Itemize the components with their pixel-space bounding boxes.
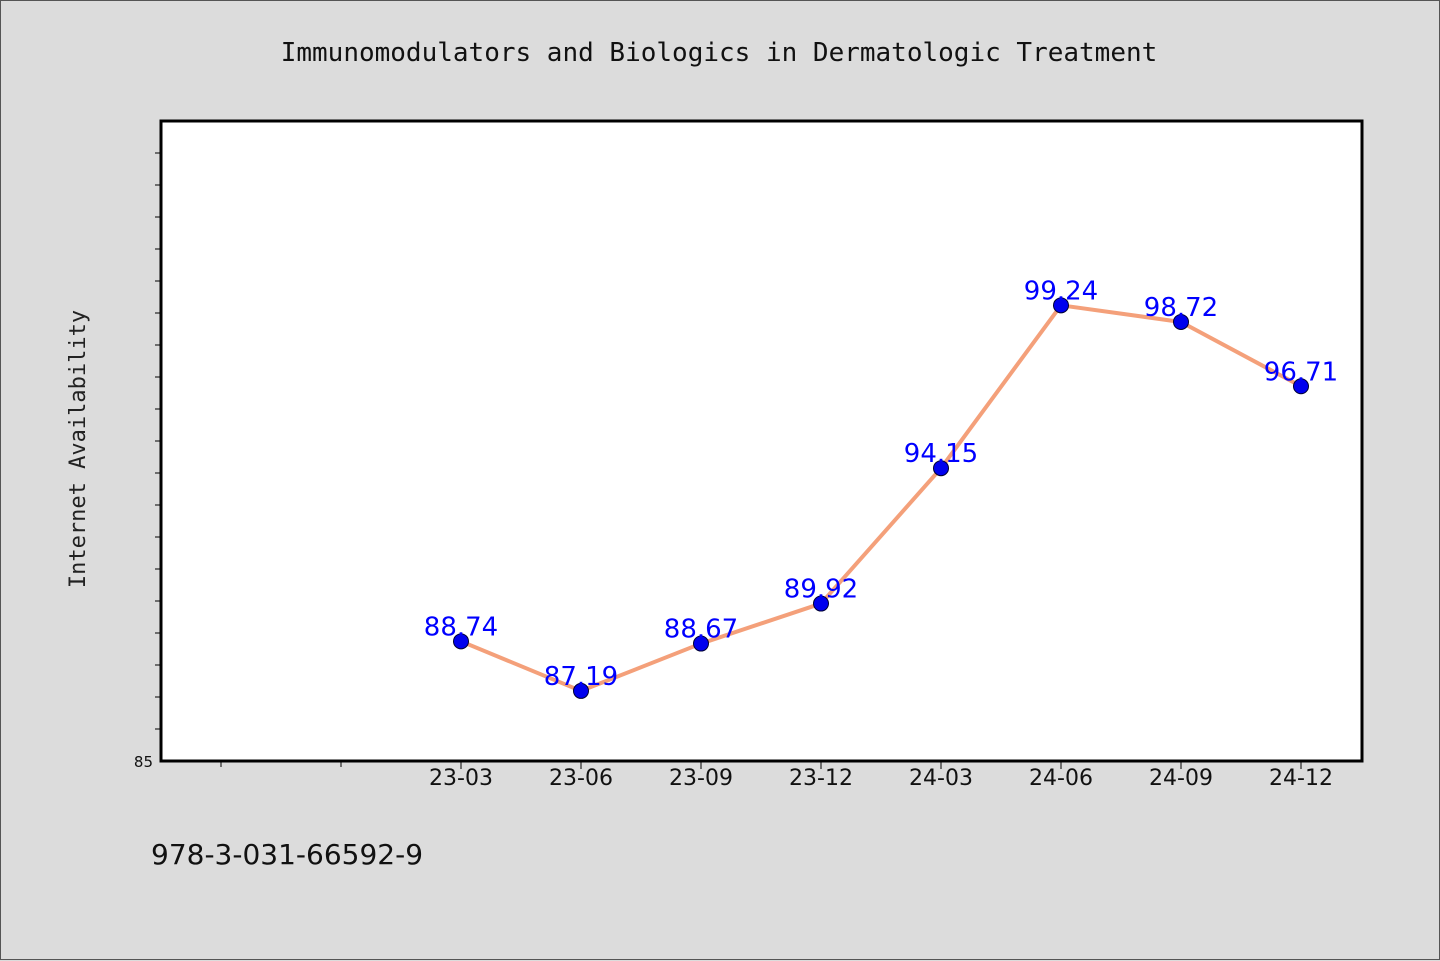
plot-area bbox=[159, 119, 1364, 763]
data-point bbox=[813, 595, 829, 612]
data-label: 88.67 bbox=[664, 615, 738, 645]
data-point bbox=[933, 460, 949, 477]
data-point bbox=[573, 682, 589, 699]
x-tick-label: 23-09 bbox=[669, 766, 733, 791]
x-tick-label: 24-09 bbox=[1149, 766, 1213, 791]
y-axis-label: Internet Availability bbox=[66, 310, 91, 588]
data-point bbox=[453, 633, 469, 650]
data-point bbox=[693, 635, 709, 652]
data-point bbox=[1293, 378, 1309, 395]
x-tick-label: 24-12 bbox=[1269, 766, 1333, 791]
axis-ticks: 85 23-03 23-06 23-09 23-12 24-03 24-06 24-09 24-… bbox=[134, 152, 1333, 791]
x-tick-label: 24-06 bbox=[1029, 766, 1093, 791]
series-line bbox=[459, 303, 1303, 693]
data-label: 87.19 bbox=[544, 662, 618, 692]
data-point bbox=[1173, 313, 1189, 330]
isbn-footer: 978-3-031-66592-9 bbox=[151, 838, 423, 871]
data-points bbox=[453, 297, 1309, 699]
data-label: 88.74 bbox=[424, 612, 498, 642]
data-point bbox=[1053, 297, 1069, 314]
data-label: 99.24 bbox=[1024, 276, 1098, 306]
x-tick-label: 24-03 bbox=[909, 766, 973, 791]
series-line-layer bbox=[459, 303, 1303, 693]
data-label: 89.92 bbox=[784, 575, 858, 605]
data-labels: 88.74 87.19 88.67 89.92 94.15 99.24 98.72 96.71 bbox=[424, 276, 1338, 692]
x-tick-label: 23-03 bbox=[429, 766, 493, 791]
data-label: 98.72 bbox=[1144, 293, 1218, 323]
x-tick-label: 23-06 bbox=[549, 766, 613, 791]
data-label: 96.71 bbox=[1264, 357, 1338, 387]
y-tick-label: 85 bbox=[134, 753, 153, 771]
data-label: 94.15 bbox=[904, 439, 978, 469]
x-tick-label: 23-12 bbox=[789, 766, 853, 791]
chart-title: Immunomodulators and Biologics in Dermat… bbox=[281, 38, 1158, 68]
